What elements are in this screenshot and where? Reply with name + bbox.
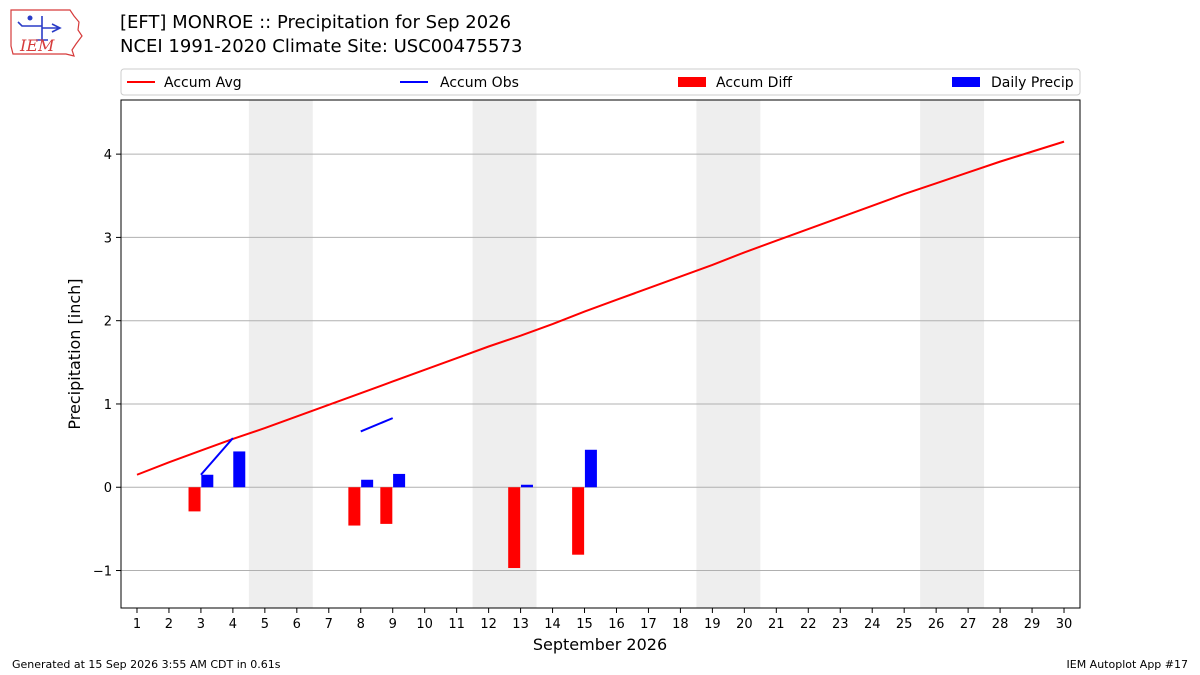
x-tick-label: 26 (928, 617, 945, 632)
x-tick-label: 19 (704, 617, 721, 632)
accum-obs-line-2 (360, 417, 394, 433)
weekend-band-3 (696, 100, 761, 608)
y-tick-label: 4 (104, 148, 112, 163)
x-tick-label: 23 (832, 617, 849, 632)
accum-diff-bar-day-13 (508, 487, 521, 569)
x-tick-label: 5 (261, 617, 269, 632)
generated-timestamp: Generated at 15 Sep 2026 3:55 AM CDT in … (12, 658, 281, 671)
iem-logo: IEM (10, 9, 83, 57)
y-tick-label: 2 (104, 315, 112, 330)
x-tick-label: 7 (325, 617, 333, 632)
x-tick-label: 15 (576, 617, 593, 632)
y-tick-label: −1 (93, 565, 112, 580)
logo-text: IEM (19, 36, 55, 55)
bars (188, 449, 597, 569)
x-tick-label: 18 (672, 617, 689, 632)
x-axis-label: September 2026 (533, 635, 667, 654)
daily-precip-bar-day-4 (233, 451, 246, 488)
legend: Accum Avg Accum Obs Accum Diff Daily Precip (120, 68, 1081, 96)
weekend-bands (248, 100, 985, 608)
weekend-band-2 (472, 100, 537, 608)
x-tick-label: 16 (608, 617, 625, 632)
accum-obs-line-1 (200, 437, 234, 476)
daily-precip-bar-day-13 (520, 484, 533, 488)
y-tick-label: 0 (104, 481, 112, 496)
weekend-band-4 (920, 100, 985, 608)
accum-avg-line-1 (136, 140, 1065, 476)
legend-label-accum-diff: Accum Diff (716, 75, 792, 91)
x-tick-label: 6 (293, 617, 301, 632)
x-tick-label: 21 (768, 617, 785, 632)
lines (136, 140, 1065, 476)
chart-title: [EFT] MONROE :: Precipitation for Sep 20… (120, 12, 512, 33)
station-dot-icon (27, 15, 33, 21)
x-tick-label: 10 (416, 617, 433, 632)
x-tick-label: 20 (736, 617, 753, 632)
gridlines (121, 153, 1080, 572)
x-tick-label: 8 (357, 617, 365, 632)
x-tick-label: 30 (1056, 617, 1073, 632)
x-tick-label: 1 (133, 617, 141, 632)
x-tick-label: 24 (864, 617, 881, 632)
app-credit: IEM Autoplot App #17 (1066, 658, 1189, 671)
daily-precip-bar-day-8 (361, 479, 374, 488)
legend-label-accum-obs: Accum Obs (440, 75, 519, 91)
weekend-band-1 (248, 100, 313, 608)
daily-precip-bar-day-3 (201, 474, 214, 488)
y-axis-label: Precipitation [inch] (65, 278, 84, 429)
x-tick-label: 12 (480, 617, 497, 632)
daily-precip-bar-day-15 (584, 449, 597, 488)
legend-box (120, 68, 1081, 96)
x-tick-label: 4 (229, 617, 237, 632)
legend-swatch-accum-diff (678, 77, 706, 87)
chart-subtitle: NCEI 1991-2020 Climate Site: USC00475573 (120, 36, 523, 57)
daily-precip-bar-day-9 (393, 473, 406, 488)
legend-label-accum-avg: Accum Avg (164, 75, 242, 91)
y-tick-label: 1 (104, 398, 112, 413)
x-tick-label: 28 (992, 617, 1009, 632)
y-tick-label: 3 (104, 231, 112, 246)
x-tick-label: 27 (960, 617, 977, 632)
x-tick-label: 3 (197, 617, 205, 632)
x-tick-label: 22 (800, 617, 817, 632)
x-tick-label: 9 (389, 617, 397, 632)
x-tick-label: 17 (640, 617, 657, 632)
accum-diff-bar-day-15 (572, 487, 585, 555)
iowa-state-outline (10, 9, 83, 57)
plot-border (120, 99, 1081, 609)
x-tick-label: 11 (448, 617, 465, 632)
accum-diff-bar-day-9 (380, 487, 393, 524)
plot-frame (120, 99, 1081, 609)
x-tick-label: 13 (512, 617, 529, 632)
accum-diff-bar-day-8 (348, 487, 361, 526)
accum-diff-bar-day-3 (188, 487, 201, 512)
x-tick-label: 25 (896, 617, 913, 632)
weather-station-icon (17, 16, 62, 41)
x-tick-label: 2 (165, 617, 173, 632)
x-tick-label: 29 (1024, 617, 1041, 632)
legend-label-daily-precip: Daily Precip (991, 75, 1074, 91)
legend-swatch-daily-precip (952, 77, 980, 87)
x-tick-label: 14 (544, 617, 561, 632)
